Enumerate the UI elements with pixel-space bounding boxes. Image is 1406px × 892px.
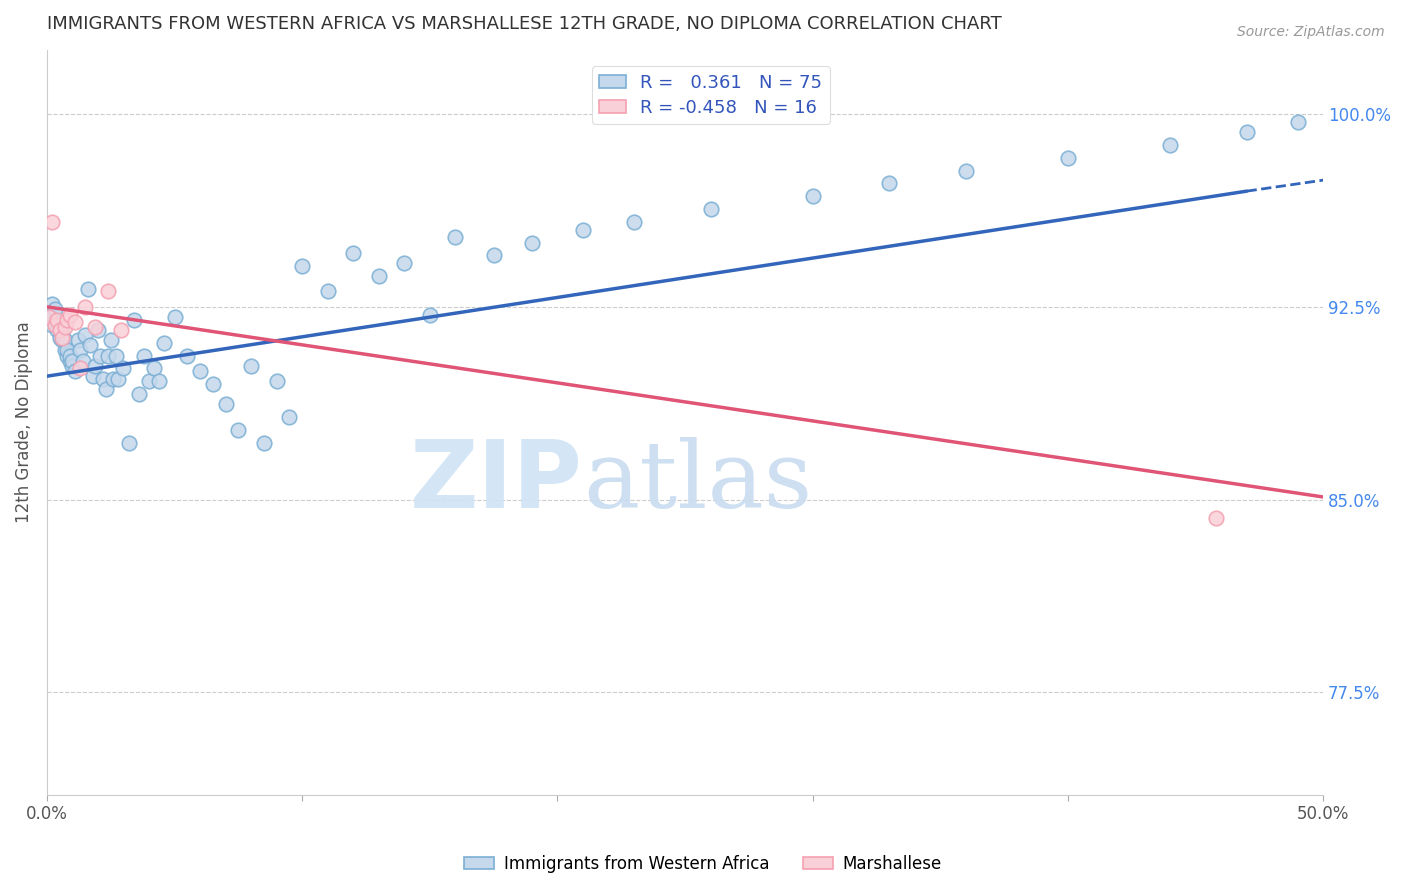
Point [76,282,98,296]
Point [699,202,721,216]
Point [482,248,505,262]
Point [75,328,97,343]
Legend: Immigrants from Western Africa, Marshallese: Immigrants from Western Africa, Marshall… [457,848,949,880]
Point [44,302,66,317]
Point [877,177,900,191]
Point [801,189,824,203]
Point [228,423,250,437]
Text: atlas: atlas [583,437,813,527]
Point [46,323,69,337]
Point [148,375,170,389]
Point [1057,151,1080,165]
Point [41,215,63,229]
Point [56,349,79,363]
Point [46,312,69,326]
Point [41,297,63,311]
Point [63,364,86,378]
Point [1286,115,1309,129]
Point [59,353,82,368]
Point [69,343,91,358]
Point [278,410,301,425]
Point [79,338,101,352]
Point [41,318,63,332]
Point [128,387,150,401]
Point [107,372,129,386]
Point [62,353,84,368]
Text: Source: ZipAtlas.com: Source: ZipAtlas.com [1237,25,1385,39]
Point [103,372,125,386]
Point [520,235,543,250]
Point [48,331,70,345]
Point [56,312,79,326]
Point [110,323,132,337]
Point [214,397,236,411]
Point [176,349,198,363]
Text: ZIP: ZIP [411,436,583,528]
Point [240,359,263,373]
Point [94,382,117,396]
Point [97,349,120,363]
Point [46,315,69,329]
Point [138,375,160,389]
Point [51,333,73,347]
Point [91,372,114,386]
Point [59,308,82,322]
Point [143,361,166,376]
Point [53,320,76,334]
Point [342,245,364,260]
Point [38,310,60,324]
Point [84,320,107,334]
Point [266,375,288,389]
Point [291,259,314,273]
Point [623,215,645,229]
Point [253,436,276,450]
Point [367,268,389,283]
Point [444,230,467,244]
Point [572,223,595,237]
Point [122,312,145,326]
Point [53,343,76,358]
Point [117,436,139,450]
Point [75,300,97,314]
Point [201,376,224,391]
Point [97,285,120,299]
Point [1236,125,1258,139]
Point [53,333,76,347]
Point [48,323,70,337]
Point [100,333,122,347]
Point [59,349,82,363]
Y-axis label: 12th Grade, No Diploma: 12th Grade, No Diploma [15,322,32,524]
Text: IMMIGRANTS FROM WESTERN AFRICA VS MARSHALLESE 12TH GRADE, NO DIPLOMA CORRELATION: IMMIGRANTS FROM WESTERN AFRICA VS MARSHA… [46,15,1001,33]
Point [62,359,84,373]
Point [69,361,91,376]
Point [316,285,339,299]
Point [72,353,94,368]
Point [82,369,104,384]
Point [153,335,176,350]
Point [1205,510,1227,524]
Point [394,256,416,270]
Point [48,320,70,334]
Point [56,343,79,358]
Point [63,315,86,329]
Point [104,349,127,363]
Point [132,349,155,363]
Point [38,308,60,322]
Point [87,323,110,337]
Point [419,308,441,322]
Point [66,333,89,347]
Point [188,364,211,378]
Point [51,331,73,345]
Legend: R =   0.361   N = 75, R = -0.458   N = 16: R = 0.361 N = 75, R = -0.458 N = 16 [592,66,830,124]
Point [112,361,135,376]
Point [1159,137,1181,152]
Point [51,326,73,340]
Point [84,359,107,373]
Point [44,312,66,326]
Point [89,349,111,363]
Point [955,163,977,178]
Point [163,310,186,324]
Point [44,318,66,332]
